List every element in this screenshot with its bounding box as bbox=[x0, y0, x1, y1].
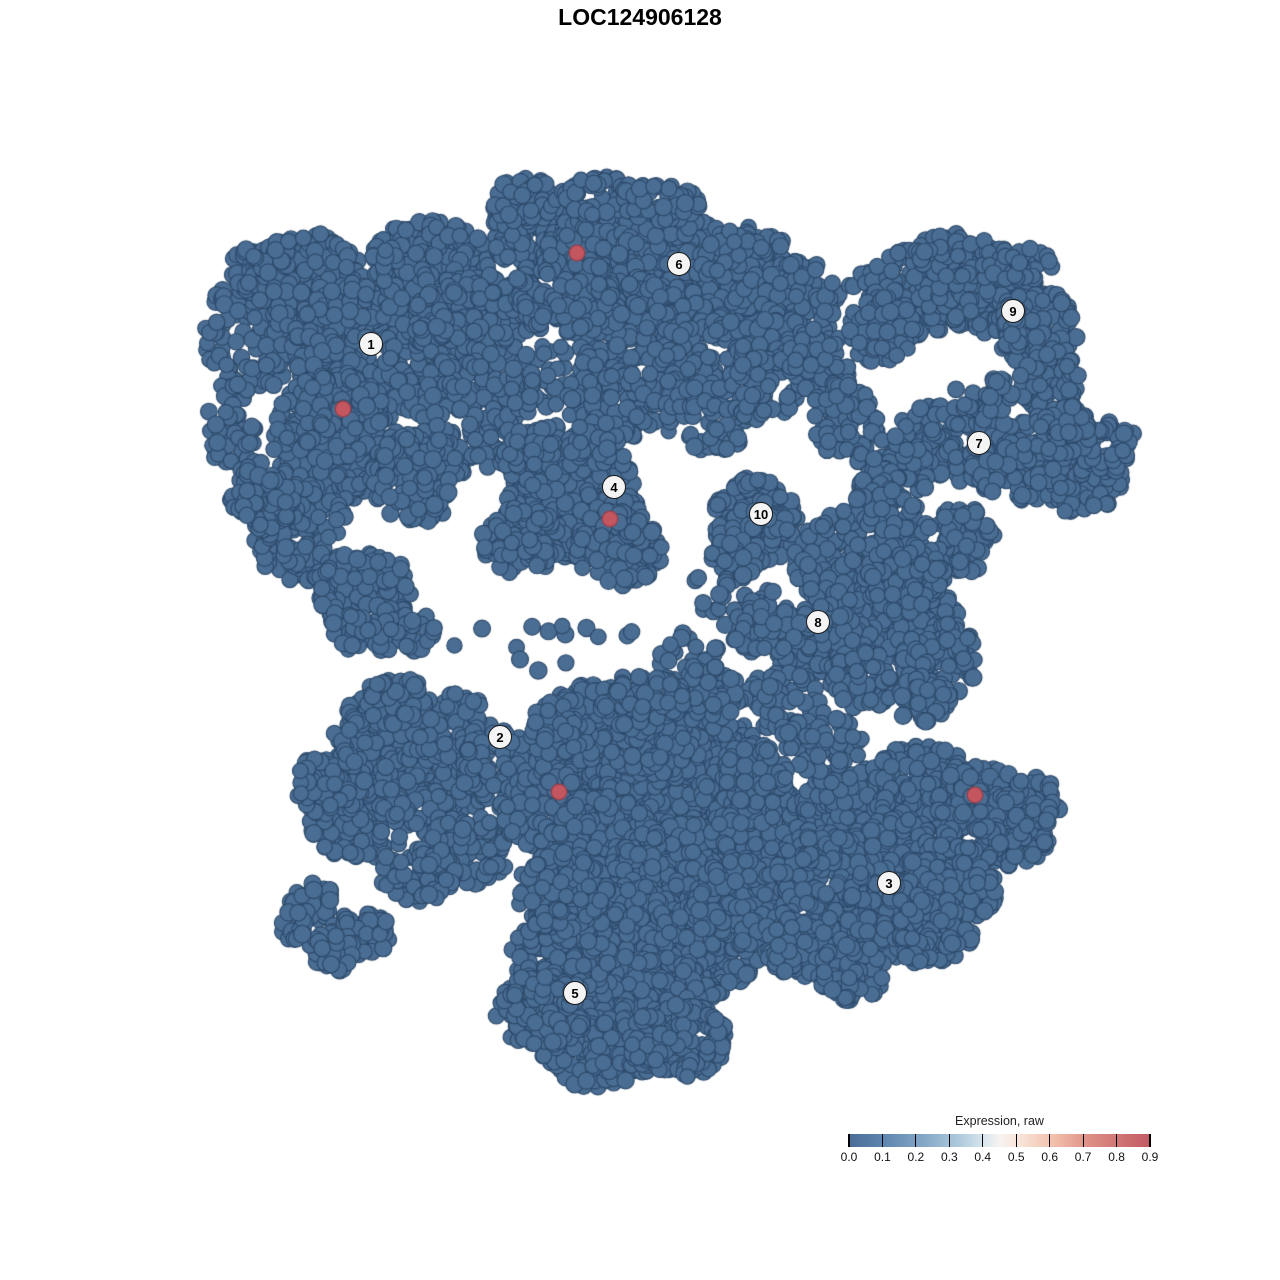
cluster-label-5: 5 bbox=[563, 981, 587, 1005]
cluster-label-1: 1 bbox=[359, 332, 383, 356]
cluster-label-2: 2 bbox=[488, 725, 512, 749]
legend-gradient-bar bbox=[848, 1134, 1151, 1147]
legend-tick-label: 0.1 bbox=[874, 1150, 891, 1164]
cluster-label-7: 7 bbox=[967, 431, 991, 455]
legend-tick-label: 0.0 bbox=[840, 1150, 858, 1164]
legend-tick bbox=[1149, 1134, 1151, 1147]
legend-tick bbox=[848, 1134, 850, 1147]
legend-tick-label: 0.5 bbox=[1007, 1150, 1025, 1164]
cluster-label-10: 10 bbox=[749, 502, 773, 526]
legend-tick bbox=[1049, 1134, 1051, 1147]
legend-tick bbox=[1115, 1134, 1118, 1147]
cluster-label-4: 4 bbox=[602, 475, 626, 499]
legend-tick-label: 0.2 bbox=[907, 1150, 925, 1164]
cluster-label-3: 3 bbox=[877, 871, 901, 895]
cluster-label-8: 8 bbox=[806, 610, 830, 634]
cluster-label-9: 9 bbox=[1001, 299, 1025, 323]
legend-tick bbox=[1082, 1134, 1084, 1147]
legend-tick-label: 0.7 bbox=[1074, 1150, 1092, 1164]
legend-tick-label: 0.6 bbox=[1041, 1150, 1058, 1164]
legend-tick-label: 0.9 bbox=[1141, 1150, 1159, 1164]
legend-title: Expression, raw bbox=[955, 1114, 1044, 1128]
legend-tick-label: 0.3 bbox=[940, 1150, 958, 1164]
legend-tick bbox=[881, 1134, 884, 1147]
legend-tick bbox=[915, 1134, 917, 1147]
cluster-label-6: 6 bbox=[667, 252, 691, 276]
legend-tick bbox=[1015, 1134, 1017, 1147]
legend-tick bbox=[948, 1134, 950, 1147]
legend-tick bbox=[982, 1134, 984, 1147]
legend-tick-label: 0.4 bbox=[974, 1150, 992, 1164]
legend-tick-label: 0.8 bbox=[1108, 1150, 1125, 1164]
